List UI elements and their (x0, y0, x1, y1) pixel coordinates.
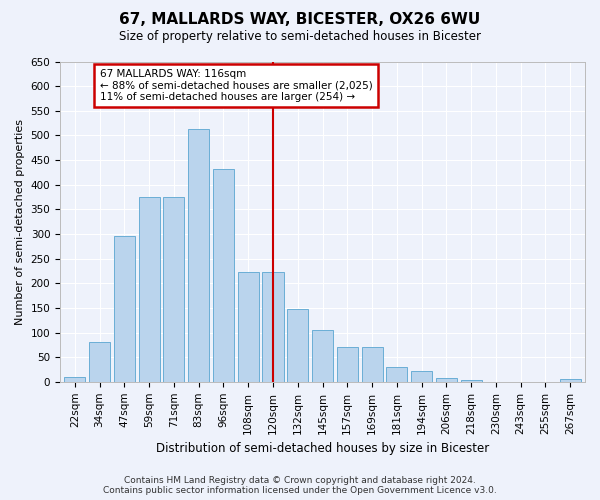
Text: 67, MALLARDS WAY, BICESTER, OX26 6WU: 67, MALLARDS WAY, BICESTER, OX26 6WU (119, 12, 481, 28)
Bar (213, 169, 234, 382)
Bar (560, 380, 581, 382)
Bar (262, 272, 284, 382)
Bar (238, 272, 259, 382)
Y-axis label: Number of semi-detached properties: Number of semi-detached properties (15, 118, 25, 324)
Bar (461, 380, 482, 382)
Bar (114, 236, 135, 382)
Bar (188, 129, 209, 382)
Bar (163, 197, 184, 382)
Bar (64, 377, 85, 382)
Text: Contains HM Land Registry data © Crown copyright and database right 2024.
Contai: Contains HM Land Registry data © Crown c… (103, 476, 497, 495)
Bar (312, 330, 333, 382)
Bar (337, 348, 358, 382)
Bar (287, 309, 308, 382)
X-axis label: Distribution of semi-detached houses by size in Bicester: Distribution of semi-detached houses by … (156, 442, 489, 455)
Bar (139, 197, 160, 382)
Text: Size of property relative to semi-detached houses in Bicester: Size of property relative to semi-detach… (119, 30, 481, 43)
Bar (436, 378, 457, 382)
Bar (386, 367, 407, 382)
Text: 67 MALLARDS WAY: 116sqm
← 88% of semi-detached houses are smaller (2,025)
11% of: 67 MALLARDS WAY: 116sqm ← 88% of semi-de… (100, 69, 373, 102)
Bar (362, 348, 383, 382)
Bar (411, 371, 432, 382)
Bar (89, 342, 110, 382)
